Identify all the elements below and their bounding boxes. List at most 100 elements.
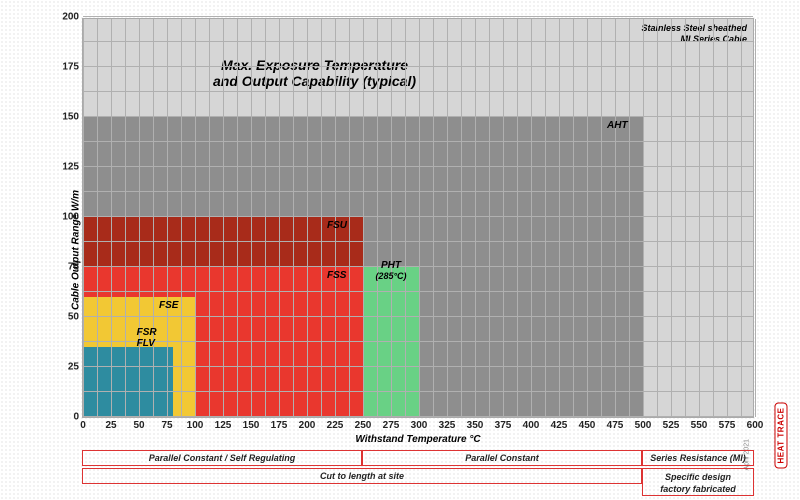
gridline-v: [461, 19, 462, 417]
gridline-h: [83, 341, 753, 342]
x-tick: 200: [299, 420, 316, 431]
region-label-aht: AHT: [607, 120, 628, 131]
category-bar: Parallel Constant: [362, 450, 642, 466]
gridline-v: [755, 19, 756, 417]
y-tick: 0: [73, 412, 79, 423]
x-tick: 375: [495, 420, 512, 431]
y-tick: 75: [68, 262, 79, 273]
gridline-v: [153, 19, 154, 417]
plot-area: Stainless Steel sheathed MI Series Cable…: [82, 18, 754, 418]
y-tick: 50: [68, 312, 79, 323]
gridline-v: [377, 19, 378, 417]
category-bar: Cut to length at site: [82, 468, 642, 484]
gridline-h: [83, 91, 753, 92]
gridline-v: [419, 19, 420, 417]
y-tick: 125: [62, 162, 79, 173]
chart-canvas: Cable Output Range W/m Stainless Steel s…: [0, 0, 800, 500]
gridline-v: [125, 19, 126, 417]
gridline-v: [643, 19, 644, 417]
region-label-fse: FSE: [159, 300, 178, 311]
x-tick: 550: [691, 420, 708, 431]
y-tick: 200: [62, 12, 79, 23]
x-tick: 300: [411, 420, 428, 431]
gridline-v: [573, 19, 574, 417]
x-tick: 275: [383, 420, 400, 431]
gridline-v: [307, 19, 308, 417]
gridline-h: [83, 416, 753, 417]
gridline-v: [167, 19, 168, 417]
gridline-v: [237, 19, 238, 417]
region-label-pht: PHT(285°C): [367, 260, 415, 281]
x-tick: 250: [355, 420, 372, 431]
gridline-h: [83, 266, 753, 267]
gridline-v: [279, 19, 280, 417]
gridline-v: [349, 19, 350, 417]
gridline-h: [83, 141, 753, 142]
gridline-h: [83, 391, 753, 392]
gridline-h: [83, 291, 753, 292]
gridline-h: [83, 41, 753, 42]
x-tick: 25: [105, 420, 116, 431]
gridline-v: [615, 19, 616, 417]
gridline-h: [83, 66, 753, 67]
x-tick: 425: [551, 420, 568, 431]
gridline-v: [545, 19, 546, 417]
gridline-v: [97, 19, 98, 417]
gridline-v: [475, 19, 476, 417]
gridline-v: [405, 19, 406, 417]
gridline-v: [503, 19, 504, 417]
x-tick: 475: [607, 420, 624, 431]
gridline-v: [601, 19, 602, 417]
gridline-v: [699, 19, 700, 417]
x-tick: 600: [747, 420, 764, 431]
category-bar: Specific designfactory fabricated: [642, 468, 754, 496]
x-tick: 525: [663, 420, 680, 431]
y-tick: 150: [62, 112, 79, 123]
gridline-v: [559, 19, 560, 417]
region-label-flv: FSRFLV: [137, 327, 157, 349]
gridline-v: [447, 19, 448, 417]
y-tick: 100: [62, 212, 79, 223]
gridline-h: [83, 366, 753, 367]
gridline-v: [223, 19, 224, 417]
gridline-h: [83, 316, 753, 317]
category-bar: Series Resistance (MI): [642, 450, 754, 466]
x-tick: 500: [635, 420, 652, 431]
gridline-h: [83, 16, 753, 17]
gridline-v: [671, 19, 672, 417]
x-tick: 450: [579, 420, 596, 431]
gridline-v: [293, 19, 294, 417]
x-tick: 175: [271, 420, 288, 431]
gridline-v: [727, 19, 728, 417]
y-tick: 175: [62, 62, 79, 73]
x-tick: 400: [523, 420, 540, 431]
x-tick: 325: [439, 420, 456, 431]
chart-title: Max. Exposure Temperature and Output Cap…: [213, 57, 416, 89]
region-label-fsu: FSU: [327, 220, 347, 231]
gridline-v: [363, 19, 364, 417]
gridline-v: [139, 19, 140, 417]
x-tick: 75: [161, 420, 172, 431]
x-tick: 575: [719, 420, 736, 431]
gridline-v: [181, 19, 182, 417]
chart-title-line1: Max. Exposure Temperature: [213, 57, 416, 73]
x-axis-label: Withstand Temperature °C: [82, 434, 754, 445]
gridline-v: [251, 19, 252, 417]
gridline-h: [83, 216, 753, 217]
gridline-v: [713, 19, 714, 417]
gridline-v: [83, 19, 84, 417]
gridline-h: [83, 191, 753, 192]
gridline-v: [335, 19, 336, 417]
chart-title-line2: and Output Capability (typical): [213, 73, 416, 89]
gridline-v: [111, 19, 112, 417]
gridline-v: [531, 19, 532, 417]
gridline-v: [685, 19, 686, 417]
gridline-v: [265, 19, 266, 417]
gridline-h: [83, 241, 753, 242]
gridline-v: [391, 19, 392, 417]
gridline-v: [657, 19, 658, 417]
region-label-fss: FSS: [327, 270, 346, 281]
gridline-v: [321, 19, 322, 417]
gridline-v: [629, 19, 630, 417]
x-tick: 150: [243, 420, 260, 431]
